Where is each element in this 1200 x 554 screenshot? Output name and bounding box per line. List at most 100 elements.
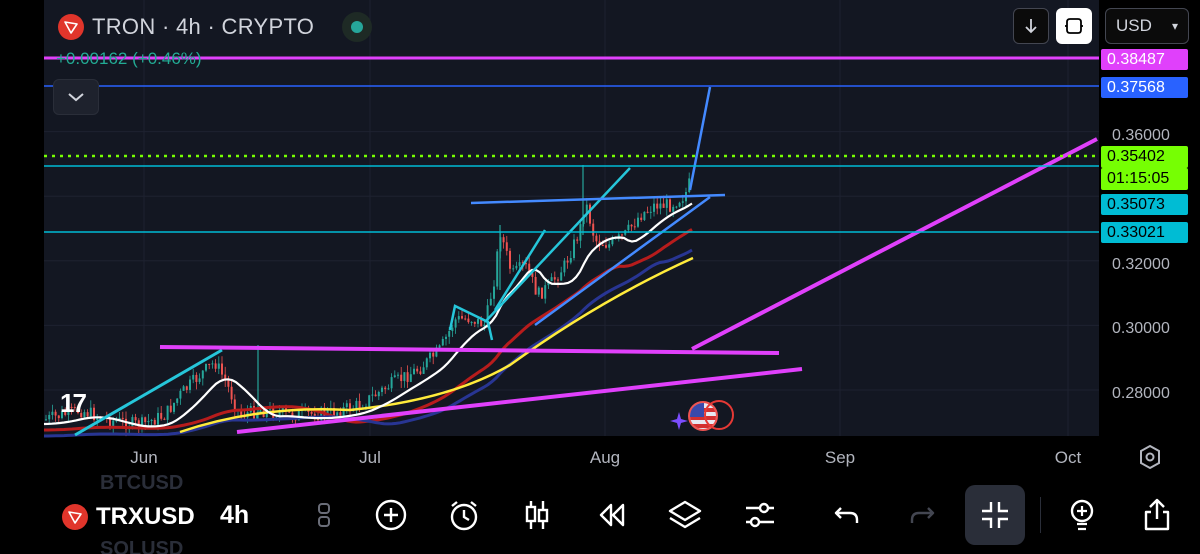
candle-body bbox=[665, 199, 668, 208]
candle-body bbox=[121, 417, 124, 419]
candle-body bbox=[51, 411, 54, 415]
candle-body bbox=[477, 318, 479, 324]
arrow-down-icon bbox=[1025, 19, 1037, 34]
share-icon[interactable] bbox=[1139, 497, 1175, 533]
candle-body bbox=[521, 262, 524, 264]
symbol-selector[interactable]: TRXUSD bbox=[62, 503, 196, 531]
lightbulb-icon[interactable] bbox=[1064, 497, 1100, 533]
candle-body bbox=[550, 277, 553, 282]
candle-body bbox=[541, 287, 543, 299]
candle-body bbox=[451, 327, 454, 332]
candle-body bbox=[464, 318, 467, 320]
symbol-name: TRON bbox=[92, 14, 156, 39]
candle-body bbox=[435, 347, 438, 357]
rewind-icon[interactable] bbox=[594, 497, 630, 533]
price-tag-cyan-2: 0.33021 bbox=[1101, 222, 1188, 243]
candle-body bbox=[560, 272, 563, 281]
candle-body bbox=[563, 260, 566, 273]
chart-settings-icon[interactable] bbox=[1136, 443, 1164, 471]
candle-body bbox=[409, 374, 412, 382]
exit-fullscreen-button[interactable] bbox=[965, 485, 1025, 545]
market-status-indicator[interactable] bbox=[342, 12, 373, 42]
candle-body bbox=[179, 390, 182, 399]
candle-body bbox=[537, 287, 540, 295]
undo-icon[interactable] bbox=[829, 497, 865, 533]
candle-body bbox=[317, 419, 319, 421]
candle-body bbox=[342, 407, 345, 417]
add-indicator-icon[interactable] bbox=[373, 497, 409, 533]
candle-body bbox=[592, 223, 595, 236]
redo-icon[interactable] bbox=[904, 497, 940, 533]
candle-body bbox=[141, 417, 143, 429]
event-ring bbox=[704, 400, 734, 430]
candle-body bbox=[627, 224, 630, 231]
candle-body bbox=[349, 403, 351, 412]
tron-logo-icon bbox=[58, 14, 84, 40]
candle-body bbox=[198, 378, 201, 382]
candle-body bbox=[438, 345, 441, 348]
price-tag-magenta: 0.38487 bbox=[1101, 49, 1188, 70]
candle-body bbox=[233, 399, 236, 410]
candle-body bbox=[621, 234, 623, 236]
candle-body bbox=[176, 398, 179, 403]
candle-body bbox=[659, 203, 662, 209]
trendline-cyan bbox=[493, 229, 547, 311]
candle-body bbox=[256, 413, 259, 419]
candle-body bbox=[429, 352, 431, 359]
candle-body bbox=[227, 379, 230, 387]
candlestick-icon[interactable] bbox=[519, 497, 555, 533]
candle-body bbox=[662, 203, 665, 208]
chart-type-icon[interactable] bbox=[306, 497, 342, 533]
interval-button[interactable]: 4h bbox=[220, 501, 250, 529]
candle-body bbox=[656, 203, 659, 209]
candle-body bbox=[182, 386, 185, 391]
candle-body bbox=[221, 363, 223, 375]
candle-body bbox=[211, 363, 214, 365]
countdown-tag: 01:15:05 bbox=[1101, 168, 1188, 190]
candle-body bbox=[595, 235, 598, 242]
sparkle-icon bbox=[670, 412, 688, 430]
candle-body bbox=[86, 412, 89, 417]
candle-body bbox=[93, 407, 95, 421]
time-tick: Aug bbox=[589, 448, 621, 467]
plot-background bbox=[44, 0, 1099, 436]
candle-body bbox=[297, 410, 300, 421]
candle-body bbox=[486, 305, 489, 325]
candle-body bbox=[432, 352, 435, 357]
candle-body bbox=[70, 406, 73, 408]
chart-fit-button[interactable] bbox=[1056, 8, 1092, 44]
price-tag-cyan-1: 0.35073 bbox=[1101, 194, 1188, 215]
chart-title: TRON · 4h · CRYPTO bbox=[92, 14, 315, 39]
candle-body bbox=[640, 217, 643, 220]
scroll-to-latest-button[interactable] bbox=[1013, 8, 1049, 44]
candle-body bbox=[496, 251, 499, 287]
candle-body bbox=[45, 419, 47, 421]
candle-body bbox=[224, 374, 227, 380]
alarm-clock-icon[interactable] bbox=[446, 497, 482, 533]
candle-body bbox=[83, 412, 86, 418]
trendline-cyan bbox=[484, 167, 631, 323]
candle-body bbox=[669, 199, 671, 212]
price-chart[interactable] bbox=[0, 0, 1200, 480]
candle-body bbox=[147, 421, 150, 423]
candle-body bbox=[473, 321, 476, 324]
chevron-down-icon: ▾ bbox=[1171, 19, 1178, 33]
chart-area[interactable]: TRON · 4h · CRYPTO +0.00162 (+0.46%) USD… bbox=[0, 0, 1200, 480]
candle-body bbox=[681, 201, 684, 203]
ma-white bbox=[43, 202, 693, 428]
candle-body bbox=[173, 402, 175, 412]
ma-navy bbox=[44, 248, 693, 438]
candle-body bbox=[573, 239, 575, 259]
candle-body bbox=[461, 316, 463, 319]
candle-body bbox=[310, 411, 313, 414]
candle-body bbox=[467, 318, 470, 323]
currency-select[interactable]: USD ▾ bbox=[1105, 8, 1189, 44]
settings-sliders-icon[interactable] bbox=[742, 497, 778, 533]
price-change: +0.00162 (+0.46%) bbox=[56, 49, 202, 68]
candle-body bbox=[192, 374, 195, 380]
candle-body bbox=[480, 318, 483, 327]
candle-body bbox=[566, 260, 569, 263]
collapse-legend-button[interactable] bbox=[53, 79, 99, 115]
candle-body bbox=[413, 368, 415, 375]
layers-icon[interactable] bbox=[667, 497, 703, 533]
